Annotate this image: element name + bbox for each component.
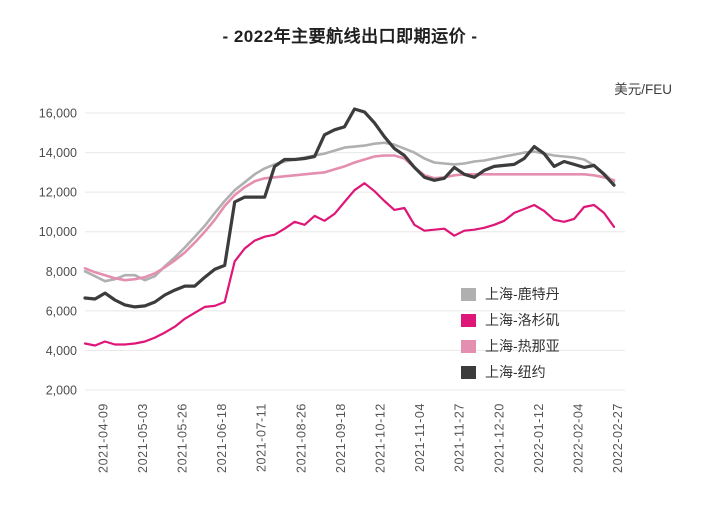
y-tick-label: 10,000 [39,225,77,239]
chart-title: - 2022年主要航线出口即期运价 - [222,27,478,46]
series-line-1 [83,182,616,347]
y-tick-label: 12,000 [39,186,77,200]
series-line-2 [83,154,616,282]
x-tick-label: 2021-07-11 [255,403,269,472]
legend-swatch-losangeles [461,313,476,327]
y-tick-label: 6,000 [46,304,77,318]
legend-label-newyork: 上海-纽约 [485,364,546,380]
legend-swatch-genoa [461,339,476,353]
x-tick-label: 2022-02-27 [611,403,625,473]
legend-item-losangeles: 上海-洛杉矶 [461,307,560,333]
x-tick-label: 2022-02-04 [571,403,585,473]
legend-label-genoa: 上海-热那亚 [485,338,560,354]
series-line-3 [83,107,616,309]
legend-label-losangeles: 上海-洛杉矶 [485,312,560,328]
y-tick-label: 8,000 [46,265,77,279]
x-tick-label: 2021-06-18 [215,403,229,473]
legend-item-genoa: 上海-热那亚 [461,333,560,359]
legend-item-rotterdam: 上海-鹿特丹 [461,281,560,307]
y-tick-label: 4,000 [46,344,77,358]
legend-item-newyork: 上海-纽约 [461,359,560,385]
y-tick-label: 2,000 [46,384,77,398]
unit-label: 美元/FEU [614,82,672,97]
x-tick-label: 2021-05-03 [136,403,150,473]
x-tick-label: 2021-04-09 [96,403,110,473]
legend-label-rotterdam: 上海-鹿特丹 [485,286,560,302]
x-tick-label: 2021-12-20 [492,403,506,473]
x-tick-label: 2021-11-04 [413,403,427,472]
chart-legend: 上海-鹿特丹 上海-洛杉矶 上海-热那亚 上海-纽约 [461,281,560,385]
y-tick-label: 16,000 [39,107,77,121]
x-tick-label: 2021-09-18 [334,403,348,473]
x-tick-label: 2021-11-27 [453,403,467,472]
legend-swatch-newyork [461,365,476,379]
x-tick-label: 2022-01-12 [532,403,546,473]
x-tick-label: 2021-08-26 [294,403,308,473]
y-tick-label: 14,000 [39,146,77,160]
legend-swatch-rotterdam [461,287,476,301]
x-tick-label: 2021-10-12 [373,403,387,473]
series-line-0 [83,141,616,283]
x-tick-label: 2021-05-26 [175,403,189,473]
